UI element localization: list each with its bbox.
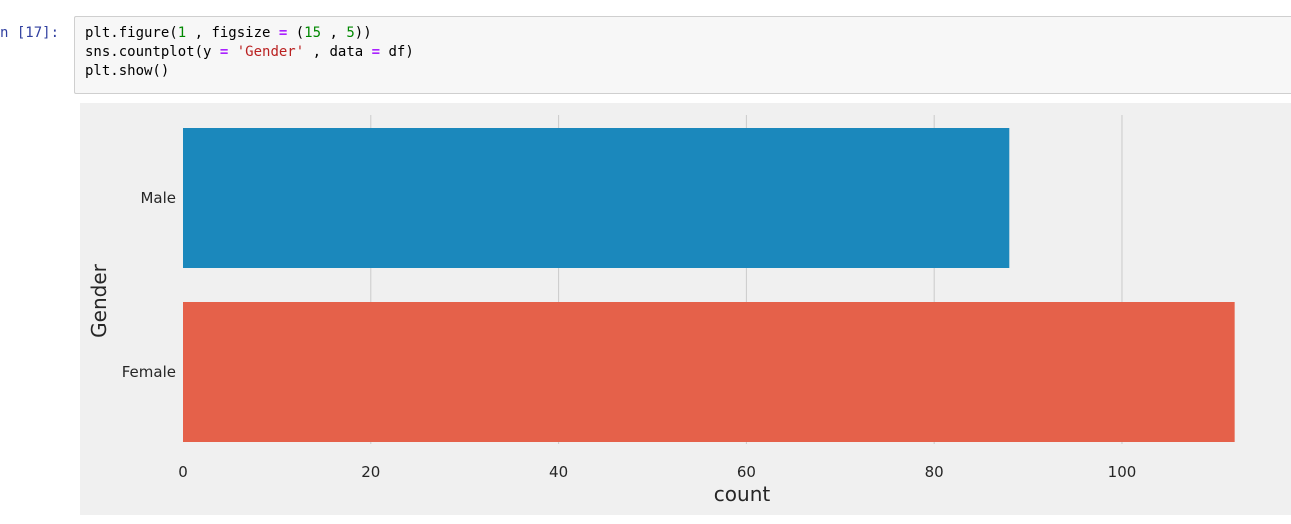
code-token: sns.countplot(y [85, 44, 220, 60]
code-token: ( [287, 25, 305, 41]
code-editor[interactable]: plt.figure(1 , figsize = (15 , 5)) sns.c… [85, 24, 414, 81]
code-line: plt.show() [85, 63, 169, 79]
bar-female [183, 302, 1235, 442]
bar-male [183, 128, 1010, 268]
code-token: , data [304, 44, 372, 60]
toolbar-edge [0, 0, 1291, 10]
code-token: plt.show() [85, 63, 170, 79]
code-token: , figsize [186, 25, 279, 41]
y-tick-label: Female [122, 363, 176, 381]
x-tick-label: 100 [1108, 463, 1137, 481]
code-token: 1 [177, 25, 187, 41]
code-token: , [321, 25, 347, 41]
cell-output: Male Female 0 20 40 60 80 100 count Gender [80, 103, 1291, 515]
x-tick-label: 40 [549, 463, 568, 481]
code-token: )) [354, 25, 372, 41]
code-token: = [219, 44, 229, 60]
bars [183, 128, 1235, 442]
code-token: plt.figure( [85, 25, 178, 41]
code-token: df) [380, 44, 414, 60]
x-tick-label: 60 [737, 463, 756, 481]
code-token: 'Gender' [236, 44, 305, 60]
code-token: 5 [346, 25, 355, 41]
y-tick-label: Male [140, 189, 176, 207]
cell-prompt: n [17]: [0, 25, 60, 41]
code-line: sns.countplot(y = 'Gender' , data = df) [85, 44, 414, 60]
x-tick-labels: 0 20 40 60 80 100 [178, 463, 1136, 481]
y-tick-labels: Male Female [122, 189, 176, 381]
countplot-chart: Male Female 0 20 40 60 80 100 count Gender [80, 103, 1291, 515]
x-tick-label: 0 [178, 463, 188, 481]
x-tick-label: 20 [361, 463, 380, 481]
x-tick-label: 80 [925, 463, 944, 481]
code-line: plt.figure(1 , figsize = (15 , 5)) [85, 25, 372, 41]
code-cell[interactable]: plt.figure(1 , figsize = (15 , 5)) sns.c… [74, 16, 1291, 94]
x-axis-label: count [714, 482, 771, 506]
code-token: = [371, 44, 381, 60]
code-token: 15 [304, 25, 322, 41]
y-axis-label: Gender [87, 263, 111, 337]
code-token [228, 44, 236, 60]
code-token: = [278, 25, 288, 41]
